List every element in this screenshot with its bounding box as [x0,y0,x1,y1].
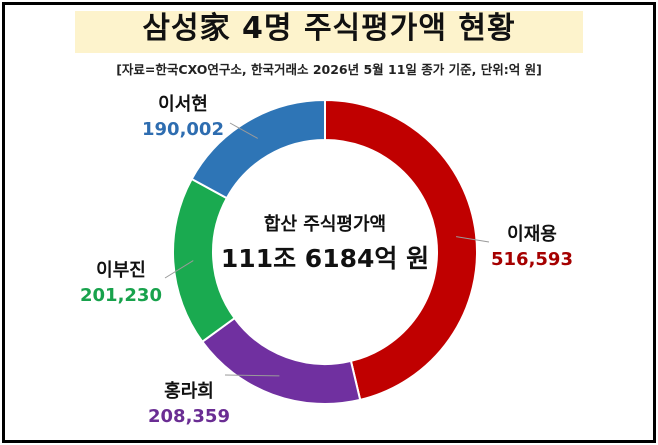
slice-name-label: 홍라희 [164,380,214,402]
slice-value-label: 190,002 [142,119,224,140]
slice-name-label: 이서현 [158,94,208,115]
slice-value-label: 208,359 [148,406,230,427]
slice-value-label: 516,593 [491,249,573,270]
leader-line-4 [229,122,258,139]
slice-name-label: 이재용 [507,224,557,245]
donut-slice-2 [200,316,362,405]
leader-line-3 [164,260,194,279]
leader-line-1 [456,236,490,243]
donut-slice-4 [190,98,326,200]
donut-chart: 이재용 516,593 홍라희 208,359 이부진 201,230 이서현 190,002… [80,94,573,427]
center-total: 111조 6184억 원 [221,244,429,273]
center-label: 합산 주식평가액 [264,213,386,235]
chart-title: 삼성家 4명 주식평가액 현황 [142,11,516,46]
slice-name-label: 이부진 [96,260,146,281]
chart-source-note: [자료=한국CXO연구소, 한국거래소 2026년 5월 11일 종가 기준, … [116,62,542,77]
donut-slices [172,98,478,405]
title-band [75,11,583,53]
leader-line-2 [224,374,280,377]
slice-value-label: 201,230 [80,285,162,306]
donut-slice-1 [324,98,478,402]
leader-lines [164,122,490,377]
slice-labels: 이재용 516,593 홍라희 208,359 이부진 201,230 이서현 190,002 [80,94,573,427]
